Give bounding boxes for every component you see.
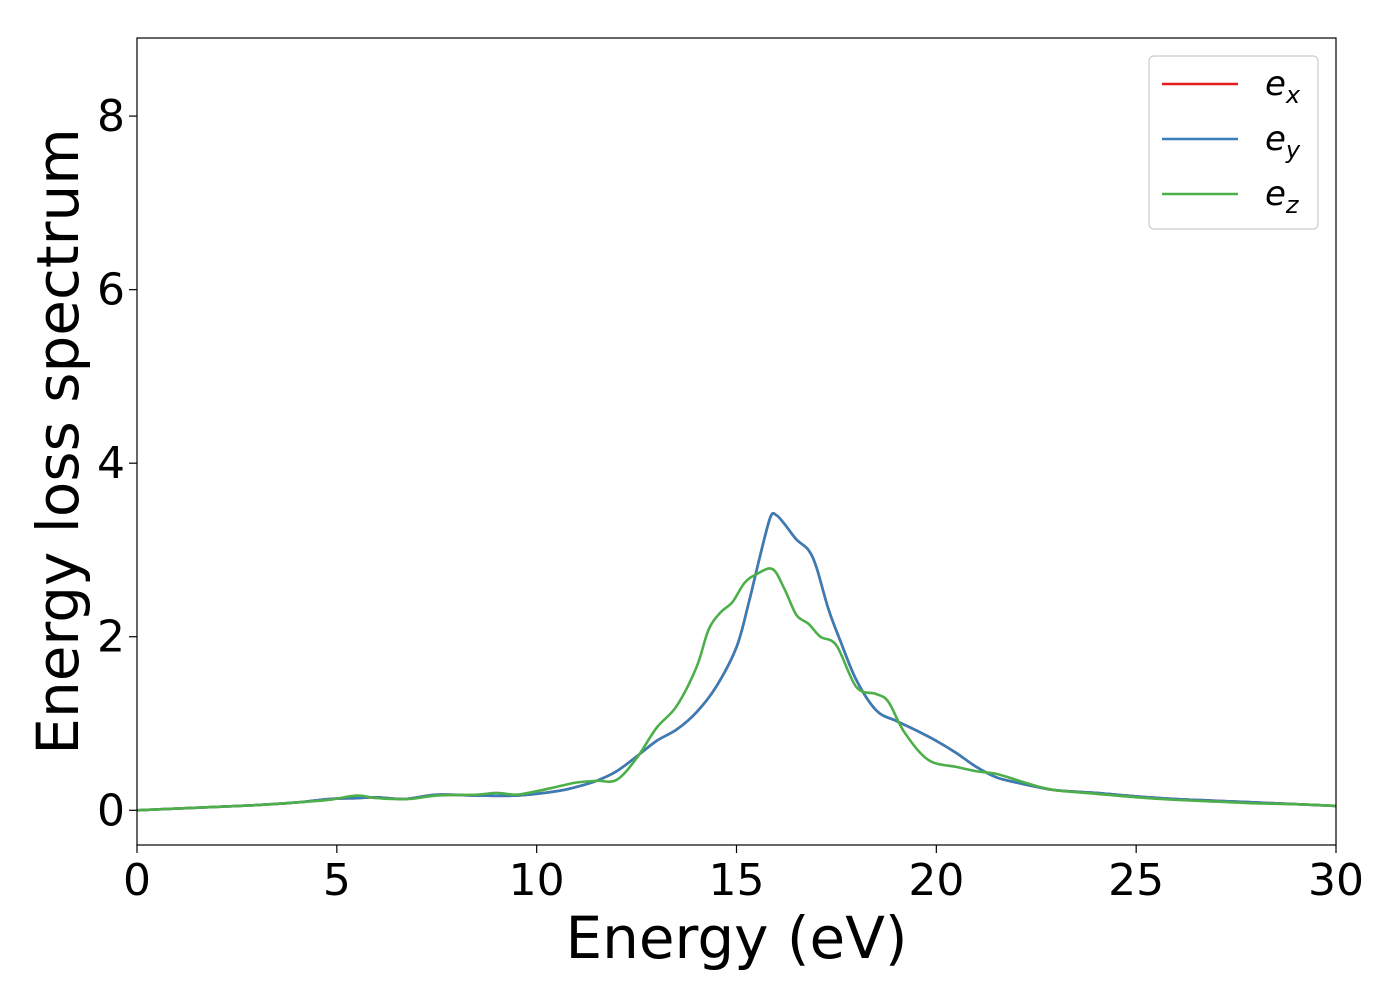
y-tick-label: 0 — [97, 785, 125, 836]
x-tick-label: 30 — [1308, 855, 1364, 906]
y-axis-ticks: 0 2 4 6 8 — [97, 91, 137, 836]
legend-box — [1148, 55, 1319, 230]
x-tick-label: 20 — [908, 855, 964, 906]
axes-frame — [136, 37, 1337, 846]
legend-label-y: ey — [1265, 119, 1301, 164]
y-tick-label: 8 — [97, 91, 125, 142]
legend: ex ey ez — [1148, 55, 1319, 230]
y-tick-label: 2 — [97, 612, 125, 663]
legend-label-z: ez — [1265, 174, 1300, 219]
x-tick-label: 5 — [323, 855, 351, 906]
x-axis-ticks: 0 5 10 15 20 25 30 — [123, 845, 1364, 906]
x-tick-label: 10 — [509, 855, 565, 906]
series-line-e-z — [137, 567, 1336, 812]
y-tick-label: 4 — [97, 438, 125, 489]
y-tick-label: 6 — [97, 265, 125, 316]
x-tick-label: 0 — [123, 855, 151, 906]
legend-label-x: ex — [1265, 64, 1301, 109]
plot-area — [137, 511, 1336, 812]
x-tick-label: 25 — [1108, 855, 1164, 906]
x-tick-label: 15 — [709, 855, 765, 906]
x-axis-label: Energy (eV) — [565, 904, 907, 972]
y-axis-label: Energy loss spectrum — [24, 128, 92, 754]
